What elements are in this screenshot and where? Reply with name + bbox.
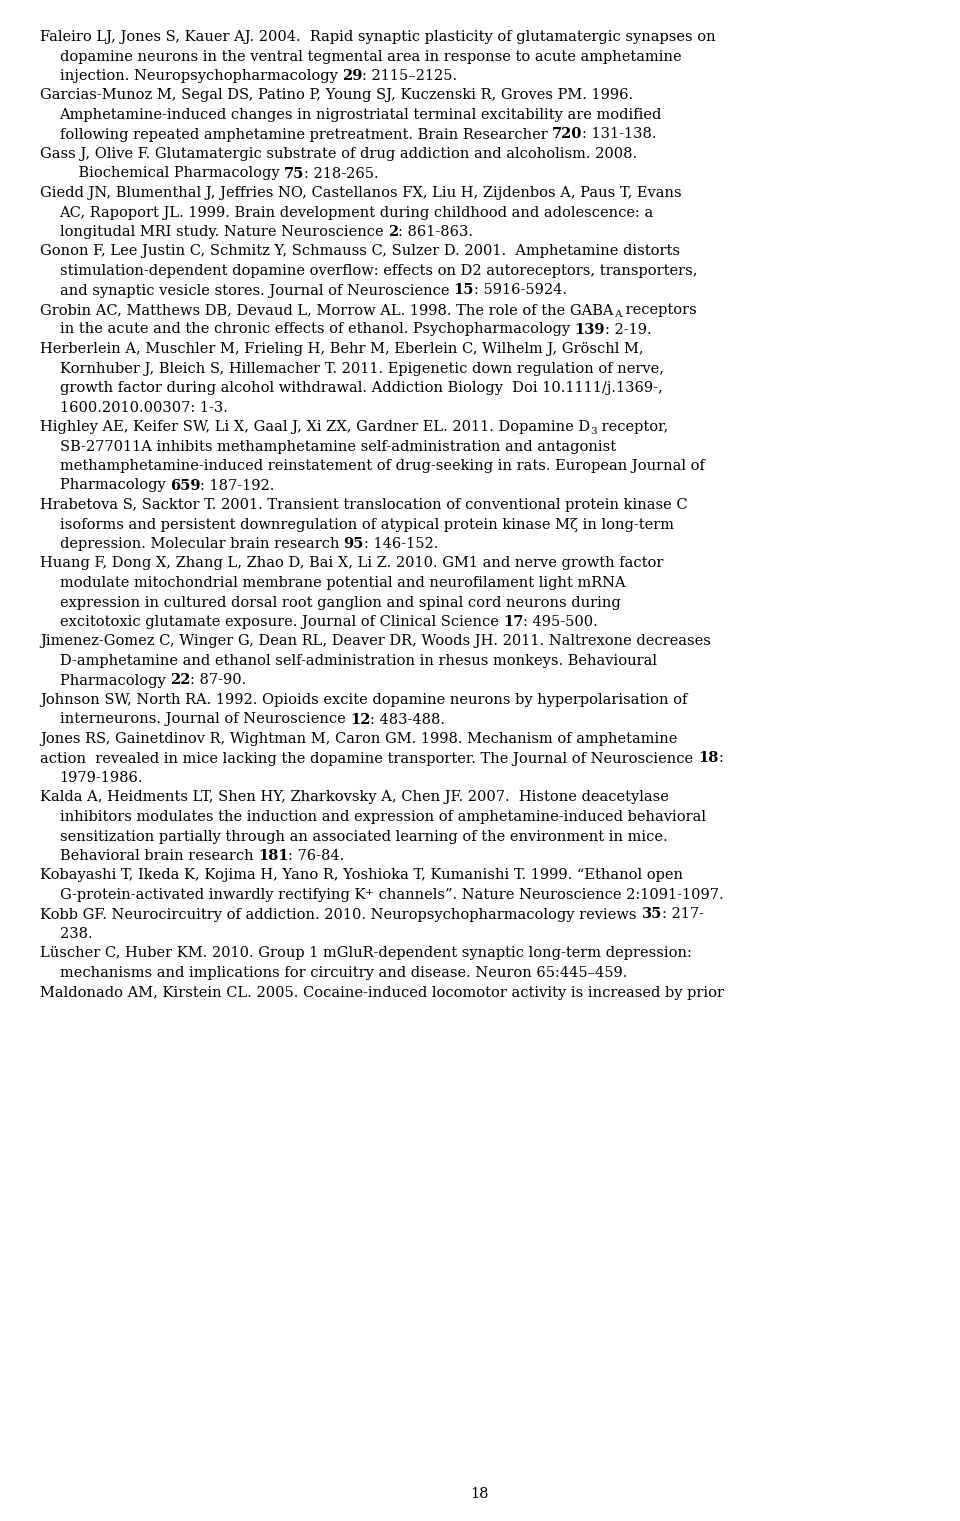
Text: : 861-863.: : 861-863. [398, 225, 473, 239]
Text: Kalda A, Heidments LT, Shen HY, Zharkovsky A, Chen JF. 2007.  Histone deacetylas: Kalda A, Heidments LT, Shen HY, Zharkovs… [40, 791, 669, 805]
Text: Pharmacology: Pharmacology [60, 674, 170, 687]
Text: : 218-265.: : 218-265. [304, 166, 379, 181]
Text: Gonon F, Lee Justin C, Schmitz Y, Schmauss C, Sulzer D. 2001.  Amphetamine disto: Gonon F, Lee Justin C, Schmitz Y, Schmau… [40, 245, 681, 259]
Text: and synaptic vesicle stores. Journal of Neuroscience: and synaptic vesicle stores. Journal of … [60, 283, 454, 298]
Text: Behavioral brain research: Behavioral brain research [60, 849, 258, 862]
Text: 75: 75 [284, 166, 304, 181]
Text: 29: 29 [342, 68, 362, 84]
Text: Huang F, Dong X, Zhang L, Zhao D, Bai X, Li Z. 2010. GM1 and nerve growth factor: Huang F, Dong X, Zhang L, Zhao D, Bai X,… [40, 557, 663, 570]
Text: : 495-500.: : 495-500. [523, 614, 598, 630]
Text: Kobayashi T, Ikeda K, Kojima H, Yano R, Yoshioka T, Kumanishi T. 1999. “Ethanol : Kobayashi T, Ikeda K, Kojima H, Yano R, … [40, 868, 684, 882]
Text: isoforms and persistent downregulation of atypical protein kinase Mζ in long-ter: isoforms and persistent downregulation o… [60, 517, 674, 531]
Text: Lüscher C, Huber KM. 2010. Group 1 mGluR-dependent synaptic long-term depression: Lüscher C, Huber KM. 2010. Group 1 mGluR… [40, 946, 692, 960]
Text: 95: 95 [344, 537, 364, 551]
Text: 17: 17 [503, 614, 523, 630]
Text: interneurons. Journal of Neuroscience: interneurons. Journal of Neuroscience [60, 712, 349, 727]
Text: A: A [613, 310, 621, 319]
Text: : 5916-5924.: : 5916-5924. [474, 283, 567, 298]
Text: Hrabetova S, Sacktor T. 2001. Transient translocation of conventional protein ki: Hrabetova S, Sacktor T. 2001. Transient … [40, 497, 688, 513]
Text: methamphetamine-induced reinstatement of drug-seeking in rats. European Journal : methamphetamine-induced reinstatement of… [60, 459, 705, 473]
Text: 1979-1986.: 1979-1986. [60, 771, 143, 785]
Text: : 2-19.: : 2-19. [605, 322, 652, 336]
Text: inhibitors modulates the induction and expression of amphetamine-induced behavio: inhibitors modulates the induction and e… [60, 811, 706, 824]
Text: 15: 15 [454, 283, 474, 298]
Text: Jones RS, Gainetdinov R, Wightman M, Caron GM. 1998. Mechanism of amphetamine: Jones RS, Gainetdinov R, Wightman M, Car… [40, 732, 678, 745]
Text: mechanisms and implications for circuitry and disease. Neuron 65:445–459.: mechanisms and implications for circuitr… [60, 966, 627, 980]
Text: 18: 18 [698, 751, 718, 765]
Text: 3: 3 [590, 427, 597, 437]
Text: modulate mitochondrial membrane potential and neurofilament light mRNA: modulate mitochondrial membrane potentia… [60, 576, 625, 590]
Text: receptor,: receptor, [597, 420, 668, 433]
Text: Amphetamine-induced changes in nigrostriatal terminal excitability are modified: Amphetamine-induced changes in nigrostri… [60, 108, 661, 122]
Text: 720: 720 [552, 128, 583, 141]
Text: : 146-152.: : 146-152. [364, 537, 439, 551]
Text: longitudal MRI study. Nature Neuroscience: longitudal MRI study. Nature Neuroscienc… [60, 225, 388, 239]
Text: : 187-192.: : 187-192. [201, 479, 275, 493]
Text: Highley AE, Keifer SW, Li X, Gaal J, Xi ZX, Gardner EL. 2011. Dopamine D: Highley AE, Keifer SW, Li X, Gaal J, Xi … [40, 420, 590, 433]
Text: Gass J, Olive F. Glutamatergic substrate of drug addiction and alcoholism. 2008.: Gass J, Olive F. Glutamatergic substrate… [40, 148, 637, 161]
Text: Biochemical Pharmacology: Biochemical Pharmacology [60, 166, 284, 181]
Text: +: + [365, 888, 373, 897]
Text: in the acute and the chronic effects of ethanol. Psychopharmacology: in the acute and the chronic effects of … [60, 322, 574, 336]
Text: dopamine neurons in the ventral tegmental area in response to acute amphetamine: dopamine neurons in the ventral tegmenta… [60, 50, 682, 64]
Text: 238.: 238. [60, 926, 92, 941]
Text: Faleiro LJ, Jones S, Kauer AJ. 2004.  Rapid synaptic plasticity of glutamatergic: Faleiro LJ, Jones S, Kauer AJ. 2004. Rap… [40, 30, 716, 44]
Text: AC, Rapoport JL. 1999. Brain development during childhood and adolescence: a: AC, Rapoport JL. 1999. Brain development… [60, 205, 654, 219]
Text: : 131-138.: : 131-138. [583, 128, 657, 141]
Text: : 217-: : 217- [661, 908, 704, 922]
Text: 2: 2 [388, 225, 398, 239]
Text: Maldonado AM, Kirstein CL. 2005. Cocaine-induced locomotor activity is increased: Maldonado AM, Kirstein CL. 2005. Cocaine… [40, 986, 725, 999]
Text: excitotoxic glutamate exposure. Journal of Clinical Science: excitotoxic glutamate exposure. Journal … [60, 614, 503, 630]
Text: : 483-488.: : 483-488. [371, 712, 445, 727]
Text: stimulation-dependent dopamine overflow: effects on D2 autoreceptors, transporte: stimulation-dependent dopamine overflow:… [60, 265, 697, 278]
Text: : 2115–2125.: : 2115–2125. [362, 68, 458, 84]
Text: 181: 181 [258, 849, 288, 862]
Text: Kornhuber J, Bleich S, Hillemacher T. 2011. Epigenetic down regulation of nerve,: Kornhuber J, Bleich S, Hillemacher T. 20… [60, 362, 663, 376]
Text: Kobb GF. Neurocircuitry of addiction. 2010. Neuropsychopharmacology reviews: Kobb GF. Neurocircuitry of addiction. 20… [40, 908, 641, 922]
Text: :: : [718, 751, 723, 765]
Text: G-protein-activated inwardly rectifying K: G-protein-activated inwardly rectifying … [60, 888, 365, 902]
Text: : 76-84.: : 76-84. [288, 849, 345, 862]
Text: channels”. Nature Neuroscience 2:1091-1097.: channels”. Nature Neuroscience 2:1091-10… [373, 888, 724, 902]
Text: growth factor during alcohol withdrawal. Addiction Biology  Doi 10.1111/j.1369-,: growth factor during alcohol withdrawal.… [60, 380, 662, 395]
Text: Jimenez-Gomez C, Winger G, Dean RL, Deaver DR, Woods JH. 2011. Naltrexone decrea: Jimenez-Gomez C, Winger G, Dean RL, Deav… [40, 634, 711, 648]
Text: 35: 35 [641, 908, 661, 922]
Text: D-amphetamine and ethanol self-administration in rhesus monkeys. Behavioural: D-amphetamine and ethanol self-administr… [60, 654, 657, 668]
Text: 12: 12 [349, 712, 371, 727]
Text: : 87-90.: : 87-90. [190, 674, 247, 687]
Text: 139: 139 [574, 322, 605, 336]
Text: 659: 659 [170, 479, 201, 493]
Text: Herberlein A, Muschler M, Frieling H, Behr M, Eberlein C, Wilhelm J, Gröschl M,: Herberlein A, Muschler M, Frieling H, Be… [40, 342, 644, 356]
Text: Johnson SW, North RA. 1992. Opioids excite dopamine neurons by hyperpolarisation: Johnson SW, North RA. 1992. Opioids exci… [40, 694, 687, 707]
Text: 22: 22 [170, 674, 190, 687]
Text: expression in cultured dorsal root ganglion and spinal cord neurons during: expression in cultured dorsal root gangl… [60, 596, 620, 610]
Text: depression. Molecular brain research: depression. Molecular brain research [60, 537, 344, 551]
Text: Grobin AC, Matthews DB, Devaud L, Morrow AL. 1998. The role of the GABA: Grobin AC, Matthews DB, Devaud L, Morrow… [40, 303, 613, 316]
Text: 18: 18 [470, 1488, 490, 1501]
Text: SB-277011A inhibits methamphetamine self-administration and antagonist: SB-277011A inhibits methamphetamine self… [60, 440, 615, 453]
Text: receptors: receptors [621, 303, 697, 316]
Text: 1600.2010.00307: 1-3.: 1600.2010.00307: 1-3. [60, 400, 228, 415]
Text: sensitization partially through an associated learning of the environment in mic: sensitization partially through an assoc… [60, 829, 667, 844]
Text: action  revealed in mice lacking the dopamine transporter. The Journal of Neuros: action revealed in mice lacking the dopa… [40, 751, 698, 765]
Text: following repeated amphetamine pretreatment. Brain Researcher: following repeated amphetamine pretreatm… [60, 128, 552, 141]
Text: Giedd JN, Blumenthal J, Jeffries NO, Castellanos FX, Liu H, Zijdenbos A, Paus T,: Giedd JN, Blumenthal J, Jeffries NO, Cas… [40, 186, 682, 199]
Text: Pharmacology: Pharmacology [60, 479, 170, 493]
Text: injection. Neuropsychopharmacology: injection. Neuropsychopharmacology [60, 68, 342, 84]
Text: Garcias-Munoz M, Segal DS, Patino P, Young SJ, Kuczenski R, Groves PM. 1996.: Garcias-Munoz M, Segal DS, Patino P, You… [40, 88, 634, 102]
